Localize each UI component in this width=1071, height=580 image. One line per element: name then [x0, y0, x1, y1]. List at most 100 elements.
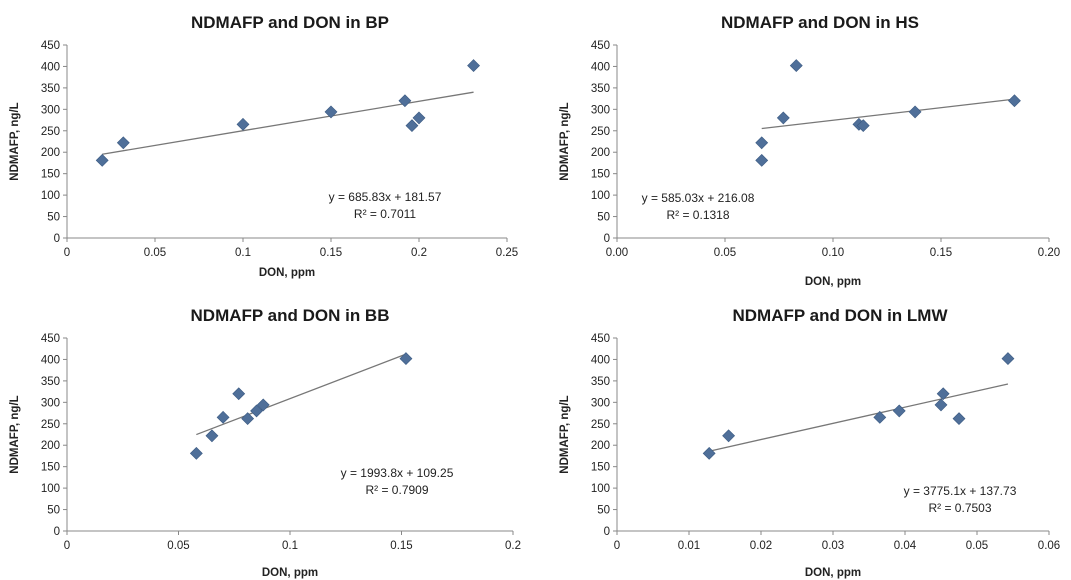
chart-panel-3: NDMAFP and DON in BB 0 50 100 150 200 250 300 35…	[9, 306, 521, 579]
x-axis-label: DON, ppm	[805, 567, 861, 579]
y-tick-label: 200	[591, 440, 610, 452]
y-tick-label: 100	[591, 483, 610, 495]
data-point	[892, 404, 906, 418]
x-tick-label: 0.15	[320, 247, 342, 259]
data-point	[256, 398, 270, 412]
data-point	[702, 446, 716, 460]
y-tick-label: 400	[41, 61, 60, 73]
y-tick-label: 250	[591, 126, 610, 138]
trendline-equation: y = 685.83x + 181.57	[329, 190, 442, 204]
data-point	[232, 387, 246, 401]
y-tick-label: 300	[41, 397, 60, 409]
y-axis-label: NDMAFP, ng/L	[559, 102, 571, 180]
x-tick-label: 0.05	[144, 247, 166, 259]
trendline	[709, 383, 1009, 452]
data-point	[722, 429, 736, 443]
x-axis-label: DON, ppm	[259, 267, 315, 279]
x-tick-label: 0	[64, 540, 70, 552]
x-tick-label: 0.05	[966, 540, 988, 552]
y-tick-label: 400	[41, 354, 60, 366]
y-tick-label: 350	[41, 83, 60, 95]
data-point	[116, 136, 130, 150]
trendline	[102, 91, 474, 155]
y-tick-label: 100	[591, 190, 610, 202]
y-tick-label: 150	[41, 169, 60, 181]
x-tick-label: 0.00	[606, 247, 628, 259]
data-point	[250, 404, 263, 418]
data-point	[789, 59, 803, 73]
chart-title: NDMAFP and DON in LMW	[733, 306, 949, 325]
trendline-equation: y = 1993.8x + 109.25	[341, 466, 454, 480]
x-tick-label: 0.04	[894, 540, 917, 552]
chart-title: NDMAFP and DON in BP	[191, 13, 389, 32]
y-tick-label: 100	[41, 190, 60, 202]
x-axis-label: DON, ppm	[262, 567, 318, 579]
x-tick-label: 0.03	[822, 540, 844, 552]
data-point	[755, 136, 769, 150]
x-tick-label: 0.1	[235, 247, 251, 259]
y-tick-label: 0	[54, 233, 60, 245]
trendline	[761, 98, 1015, 130]
r-squared-label: R² = 0.1318	[666, 208, 729, 222]
x-tick-label: 0.2	[505, 540, 521, 552]
y-tick-label: 300	[41, 104, 60, 116]
y-tick-label: 150	[41, 462, 60, 474]
y-tick-label: 0	[604, 233, 610, 245]
data-point	[873, 410, 887, 424]
data-point	[189, 446, 203, 460]
y-axis-label: NDMAFP, ng/L	[559, 395, 571, 473]
x-tick-label: 0.05	[167, 540, 189, 552]
data-point	[205, 429, 219, 443]
data-point	[936, 387, 950, 401]
x-tick-label: 0.25	[496, 247, 518, 259]
data-point	[324, 105, 338, 119]
y-tick-label: 350	[41, 376, 60, 388]
y-tick-label: 300	[591, 397, 610, 409]
x-tick-label: 0.20	[1038, 247, 1060, 259]
data-point	[399, 352, 413, 366]
chart-title: NDMAFP and DON in BB	[191, 306, 390, 325]
chart-panel-4: NDMAFP and DON in LMW 0 50 100 150 200 250 300 3…	[559, 306, 1060, 579]
y-tick-label: 250	[41, 419, 60, 431]
x-tick-label: 0	[614, 540, 620, 552]
y-tick-label: 450	[591, 40, 610, 52]
y-tick-label: 450	[591, 333, 610, 345]
y-axis-label: NDMAFP, ng/L	[9, 395, 21, 473]
x-tick-label: 0.05	[714, 247, 736, 259]
y-tick-label: 300	[591, 104, 610, 116]
chart-panel-1: NDMAFP and DON in BP 0 50 100 150 200 250 300 35…	[9, 13, 518, 279]
y-tick-label: 350	[591, 83, 610, 95]
y-tick-label: 150	[591, 462, 610, 474]
chart-panel-2: NDMAFP and DON in HS 0 50 100 150 200 250 300 35…	[559, 13, 1060, 288]
data-point	[755, 153, 769, 167]
r-squared-label: R² = 0.7011	[354, 207, 416, 221]
data-point	[1008, 94, 1021, 108]
data-point	[236, 117, 250, 131]
data-point	[241, 412, 255, 426]
x-tick-label: 0.06	[1038, 540, 1060, 552]
data-point	[856, 119, 870, 133]
y-tick-label: 0	[54, 526, 60, 538]
data-point	[467, 59, 480, 73]
y-tick-label: 200	[41, 147, 60, 159]
data-point	[776, 111, 790, 125]
trendline	[196, 353, 407, 436]
y-tick-label: 350	[591, 376, 610, 388]
y-tick-label: 400	[591, 354, 610, 366]
x-tick-label: 0.1	[282, 540, 298, 552]
y-tick-label: 400	[591, 61, 610, 73]
y-tick-label: 200	[591, 147, 610, 159]
x-tick-label: 0.15	[390, 540, 412, 552]
data-point	[95, 153, 109, 167]
trendline-equation: y = 3775.1x + 137.73	[904, 484, 1017, 498]
y-tick-label: 150	[591, 169, 610, 181]
data-point	[1001, 352, 1015, 366]
y-tick-label: 50	[47, 212, 60, 224]
data-point	[405, 119, 419, 133]
data-point	[934, 398, 948, 412]
x-tick-label: 0.10	[822, 247, 844, 259]
y-tick-label: 200	[41, 440, 60, 452]
data-point	[412, 111, 426, 125]
y-axis-label: NDMAFP, ng/L	[9, 102, 21, 180]
